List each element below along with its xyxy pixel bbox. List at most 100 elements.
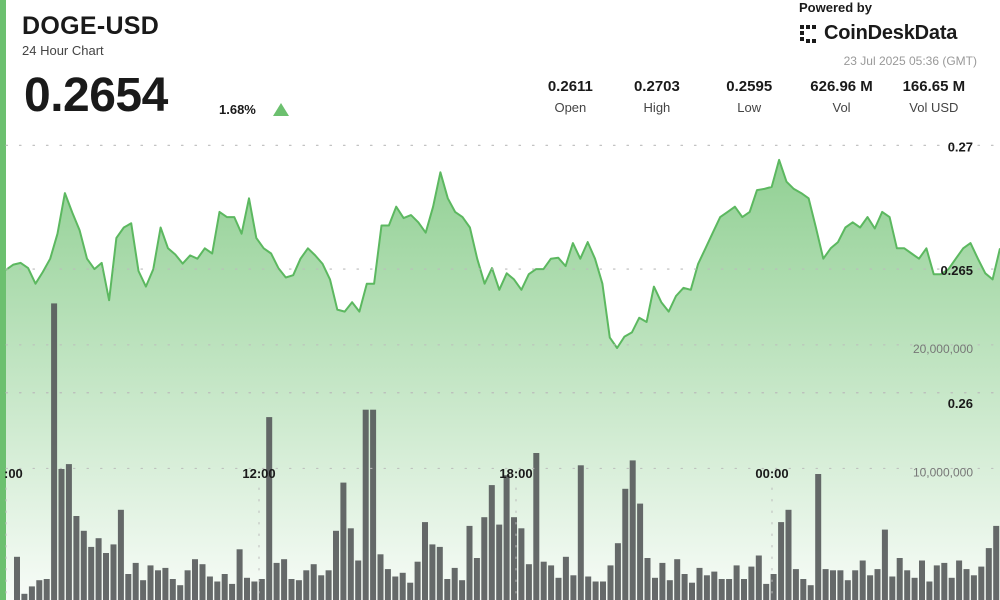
volume-bar [637,503,644,600]
volume-bar [985,548,992,600]
volume-bar [303,570,310,600]
volume-bar [496,524,503,600]
volume-bar [629,460,636,600]
volume-bar [963,569,970,600]
volume-bar [718,579,725,600]
volume-bar [859,560,866,600]
volume-bar [488,485,495,600]
y-tick-label: 0.265 [940,263,973,278]
volume-bar [103,553,109,600]
stat-value: 0.2703 [633,78,680,95]
volume-bar [778,522,785,600]
volume-bar [21,593,28,600]
volume-bar [933,565,940,600]
volume-bar [948,577,955,600]
y-tick-label: 0.27 [948,139,973,154]
volume-bar [399,572,406,600]
volume-bar [414,561,421,600]
price-area [6,159,1000,600]
volume-bar [822,569,829,600]
volume-bar [792,569,799,600]
volume-bar [874,569,881,600]
volume-bar [562,556,569,600]
volume-bar [577,465,584,600]
volume-bar [978,566,985,600]
volume-bar [466,525,473,600]
volume-bar [696,567,703,600]
stat-value: 626.96 M [810,78,873,95]
volume-bar [333,530,339,600]
volume-bar [14,556,20,600]
volume-bar [73,516,80,600]
volume-bar [585,576,592,600]
volume-bar [377,554,384,600]
volume-bar [459,580,466,600]
volume-bar [703,575,710,600]
stat-volume-usd: 166.65 M Vol USD [888,78,980,115]
volume-bar [911,577,918,600]
volume-bar [755,555,762,600]
volume-bar [110,544,117,600]
volume-bar [429,544,436,600]
volume-bar [689,582,695,600]
volume-bar [407,582,414,600]
volume-bar [162,567,169,600]
volume-bar [540,561,547,600]
brand-logo: CoinDeskData [799,22,957,45]
volume-bar [214,581,221,600]
volume-bar [844,580,851,600]
volume-bar [533,453,540,600]
volume-bar [548,565,555,600]
volume-bar [681,574,688,600]
volume-bar [511,517,517,600]
volume-bar [384,569,391,600]
volume-bar [147,565,154,600]
volume-bar [295,580,302,600]
volume-bar [666,580,673,600]
volume-bar [355,560,362,600]
x-tick-label: 12:00 [242,466,275,481]
volume-bar [132,562,139,600]
volume-bar [741,579,747,600]
volume-bar [281,559,288,600]
price-series-line [5,158,1000,349]
volume-bar [644,558,651,600]
volume-bar [51,303,58,600]
volume-bar [711,571,718,600]
volume-bar [956,560,963,600]
volume-bar [65,464,72,600]
volume-bar [763,583,770,600]
volume-bar [318,575,325,600]
volume-bar [607,565,614,600]
volume-bar [614,543,621,600]
volume-bar [199,564,206,600]
volume-bar [889,576,896,600]
volume-bar [80,530,87,600]
volume-bar [206,576,213,600]
volume-bar [919,560,925,600]
volume-bar [155,570,161,600]
volume-bar [288,579,295,600]
volume-bar [36,580,43,600]
volume-bar [436,546,443,600]
volume-bar [815,474,822,600]
chart-header: DOGE-USD 24 Hour Chart [22,14,159,59]
volume-bar [177,585,184,600]
volume-bar [659,562,666,600]
volume-tick-label: 20,000,000 [913,342,973,356]
x-tick-label: :00 [4,466,23,481]
volume-bar [340,482,347,600]
y-tick-label: 0.26 [948,396,973,411]
volume-bar [117,509,124,600]
chart-timestamp: 23 Jul 2025 05:36 (GMT) [843,54,977,68]
stats-row: 0.2611 Open 0.2703 High 0.2595 Low 626.9… [530,78,980,115]
volume-bar [266,417,273,600]
stat-label: Vol [832,100,851,115]
volume-bar [184,570,191,600]
volume-bar [473,558,480,600]
volume-bar [362,409,369,600]
volume-bar [392,576,399,600]
volume-bar [169,579,176,600]
volume-bar [125,574,132,600]
